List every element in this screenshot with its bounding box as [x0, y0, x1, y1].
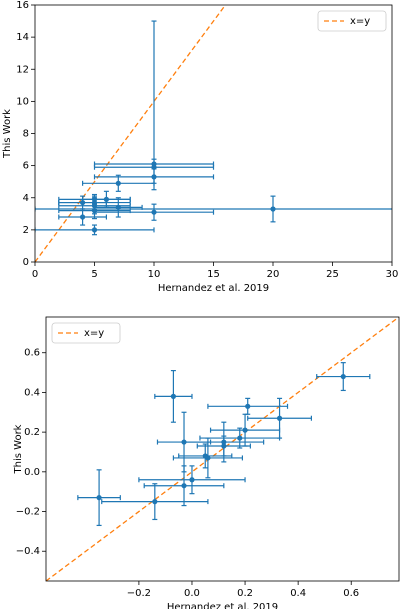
y-tick-label: 0: [23, 257, 29, 268]
point: [237, 435, 243, 441]
point: [103, 196, 109, 202]
point: [170, 393, 176, 399]
x-tick-label: 0: [32, 269, 38, 280]
point: [242, 427, 248, 433]
y-tick-label: 8: [23, 129, 29, 140]
y-tick-label: 0.4: [24, 387, 40, 398]
legend-label: x=y: [350, 16, 370, 27]
legend: x=y: [317, 10, 387, 32]
point: [205, 455, 211, 461]
y-tick-label: 6: [23, 161, 29, 172]
point: [340, 373, 346, 380]
y-tick-label: 16: [16, 0, 29, 11]
y-tick-label: −0.2: [16, 507, 40, 518]
reference-line: [35, 5, 226, 262]
x-tick-label: 30: [386, 269, 399, 280]
point: [151, 161, 157, 167]
y-tick-label: 12: [16, 64, 29, 75]
x-tick-label: 20: [267, 269, 280, 280]
y-tick-label: 14: [16, 32, 29, 43]
y-tick-label: 10: [16, 96, 29, 107]
legend-box: [317, 10, 387, 32]
y-axis-label: This Work: [2, 109, 13, 159]
y-tick-label: 0.0: [24, 467, 40, 478]
plot-area: [46, 317, 399, 581]
y-tick-label: 2: [23, 225, 29, 236]
point: [189, 477, 195, 483]
point: [151, 209, 157, 215]
x-tick-label: 0.2: [237, 588, 253, 599]
point: [80, 199, 86, 206]
axes-frame: [34, 4, 393, 263]
x-tick-label: 0.4: [290, 588, 306, 599]
legend-box: [51, 322, 121, 344]
y-tick-label: −0.4: [16, 546, 40, 557]
x-tick-label: 5: [91, 269, 97, 280]
point: [80, 214, 86, 220]
point: [91, 227, 98, 233]
y-tick-label: 0.2: [24, 427, 40, 438]
x-tick-label: 0.6: [343, 588, 359, 599]
point: [245, 403, 251, 409]
y-tick-label: 4: [23, 193, 29, 204]
legend: x=y: [51, 322, 121, 344]
y-axis-label: This Work: [13, 424, 24, 474]
point: [96, 495, 102, 501]
plot: 0 5 10 15 20 25 30 0 2 4 6 8 10 12 14 16 Hernandez et al…: [2, 0, 399, 294]
x-axis-label: Hernandez et al. 2019: [167, 602, 278, 609]
axes-frame: [45, 316, 400, 582]
x-tick-label: 0.0: [184, 588, 200, 599]
point: [270, 206, 276, 212]
point: [221, 443, 227, 449]
x-axis-label: Hernandez et al. 2019: [158, 283, 269, 294]
x-tick-label: 15: [207, 269, 220, 280]
point: [276, 415, 283, 421]
plot: −0.2 0.0 0.2 0.4 0.6 −0.4 −0.2 0.0 0.2 0.4 0.6 Hern…: [13, 316, 400, 609]
plot-area: [35, 5, 392, 262]
legend-label: x=y: [84, 328, 104, 339]
point: [115, 180, 121, 186]
x-tick-label: 10: [148, 269, 161, 280]
x-tick-label: 25: [326, 269, 339, 280]
point: [181, 483, 187, 489]
y-tick-label: 0.6: [24, 348, 40, 359]
x-tick-label: −0.2: [127, 588, 151, 599]
point: [152, 499, 158, 505]
reference-line: [46, 317, 399, 581]
